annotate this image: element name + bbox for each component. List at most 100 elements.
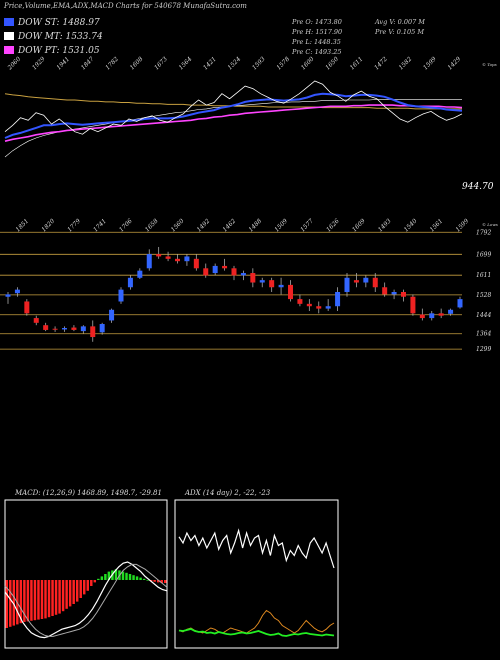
candle-body	[90, 326, 96, 338]
macd-histogram-bar	[79, 580, 82, 598]
ema-top-label: 1600	[300, 56, 316, 72]
macd-histogram-bar	[83, 580, 86, 595]
legend-dow-pt: DOW PT: 1531.05	[4, 46, 100, 56]
candle-body	[335, 292, 341, 307]
candle-body	[80, 326, 86, 332]
macd-histogram-bar	[142, 578, 146, 580]
ema-top-label: 1611	[349, 56, 365, 72]
macd-histogram-bar	[132, 575, 135, 580]
ema-axis-note: © Tops	[482, 62, 497, 67]
price-top-label: 1540	[403, 218, 419, 234]
legend-swatch-pt	[4, 46, 14, 54]
legend-swatch-st	[4, 18, 14, 26]
macd-histogram-bar	[54, 580, 58, 615]
candle-body	[353, 280, 359, 283]
candle-body	[438, 313, 444, 316]
candle-body	[457, 299, 463, 308]
macd-signal-line	[4, 563, 168, 637]
macd-histogram-bar	[23, 580, 26, 622]
candle-body	[203, 268, 209, 276]
price-panel: 1792 1699 1611 1528 1444 1364 1299 1851 1820 1779…	[0, 218, 498, 353]
candle-body	[118, 289, 124, 302]
ema-top-label: 1847	[80, 56, 96, 72]
candle-body	[288, 284, 293, 300]
macd-title: MACD: (12,26,9) 1468.89, 1498.7, -29.81	[14, 489, 162, 497]
prev-volume: Pre V: 0.105 M	[375, 28, 425, 36]
candle-body	[278, 284, 284, 288]
ema-price-line	[4, 80, 463, 135]
candle-body	[146, 254, 152, 269]
ema-top-label: 2060	[6, 56, 23, 73]
macd-histogram-bar	[93, 580, 97, 583]
ema-top-label: 1608	[129, 56, 145, 72]
candle-body	[43, 325, 49, 330]
candle-body	[269, 280, 275, 288]
ema-top-label: 1929	[31, 56, 47, 72]
candle-body	[325, 306, 331, 309]
candle-body	[156, 254, 162, 257]
ema-top-label: 1593	[251, 56, 267, 72]
ema-top-label: 1582	[398, 56, 414, 72]
macd-histogram-bar	[61, 580, 65, 612]
candle-body	[222, 265, 228, 269]
price-top-label: 1493	[377, 218, 393, 234]
prev-low: Pre L: 1448.35	[292, 38, 341, 46]
adx-line	[178, 528, 335, 569]
macd-line	[4, 561, 168, 639]
price-tick-label: 1611	[476, 272, 491, 279]
macd-histogram-bar	[139, 577, 142, 580]
macd-histogram-bar	[30, 580, 33, 621]
candle-body	[137, 270, 143, 278]
price-top-label: 1509	[273, 218, 289, 234]
price-top-label: 1609	[351, 218, 367, 234]
adx-panel: ADX (14 day) 2, -22, -23	[174, 489, 339, 649]
candle-body	[240, 273, 246, 276]
macd-histogram-bar	[164, 580, 167, 583]
candle-body	[231, 268, 237, 276]
adx-frame	[174, 499, 339, 649]
macd-histogram-bar	[114, 569, 118, 580]
macd-histogram-bar	[156, 580, 160, 583]
macd-histogram-bar	[128, 574, 132, 580]
macd-histogram-bar	[40, 580, 44, 619]
price-top-label: 1779	[66, 218, 82, 234]
macd-histogram-bar	[135, 576, 139, 580]
legend-label-st: DOW ST: 1488.97	[18, 18, 100, 28]
candle-body	[344, 277, 350, 292]
price-top-label: 1626	[325, 218, 341, 234]
price-tick-label: 1444	[476, 312, 491, 319]
macd-frame	[4, 499, 168, 649]
ema-panel: 2060 1929 1941 1847 1782 1608 1673 1564 1421 1524…	[4, 56, 497, 192]
ema-top-label: 1578	[275, 56, 291, 72]
candle-body	[391, 292, 397, 295]
candle-body	[175, 258, 180, 262]
ema-top-label: 1472	[373, 56, 389, 72]
chart-header: Price,Volume,EMA,ADX,MACD Charts for 540…	[4, 2, 247, 10]
macd-histogram-bar	[72, 580, 75, 604]
candle-body	[33, 318, 39, 323]
ema-short-line	[4, 92, 463, 139]
macd-histogram-bar	[19, 580, 23, 624]
price-top-label: 1577	[299, 218, 315, 234]
macd-histogram-bar	[12, 580, 16, 626]
candle-body	[52, 328, 58, 330]
macd-histogram-bar	[37, 580, 40, 620]
macd-histogram-bar	[75, 580, 79, 602]
macd-histogram-bar	[100, 576, 104, 580]
price-top-label: 1560	[170, 218, 186, 234]
price-axis-note: © Lows	[482, 222, 498, 227]
candle-body	[250, 273, 256, 283]
macd-histogram-bar	[160, 580, 163, 583]
candle-body	[410, 296, 416, 314]
ema-top-label: 1564	[178, 56, 194, 72]
price-tick-label: 1528	[476, 292, 491, 299]
macd-histogram-bar	[65, 580, 68, 609]
macd-histogram-bar	[9, 580, 12, 627]
price-top-label: 1462	[222, 218, 238, 234]
macd-histogram-bar	[125, 572, 128, 580]
candle-body	[5, 294, 11, 297]
price-top-label: 1561	[429, 218, 445, 234]
macd-histogram-bar	[51, 580, 54, 616]
price-top-label: 1851	[14, 218, 30, 234]
candle-body	[212, 265, 218, 274]
